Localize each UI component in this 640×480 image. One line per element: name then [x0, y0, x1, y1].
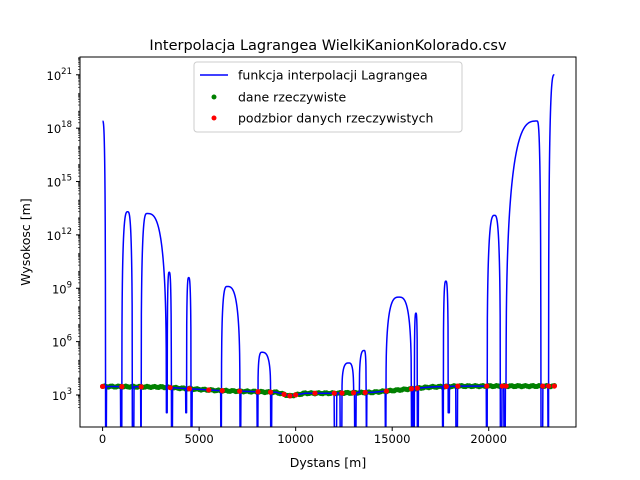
- podzbior-point: [287, 393, 293, 399]
- podzbior-point: [267, 389, 274, 395]
- podzbior-point: [119, 384, 125, 390]
- y-axis: 103 106 109 1012 1015 1018 1021: [47, 57, 80, 408]
- series-lagrange-line: [102, 74, 555, 427]
- y-tick-label: 109: [52, 280, 72, 296]
- podzbior-point: [167, 384, 173, 391]
- podzbior-point: [540, 383, 546, 389]
- podzbior-point: [362, 389, 368, 396]
- podzbior-point: [443, 383, 449, 390]
- y-tick-label: 1015: [47, 174, 72, 190]
- podzbior-point: [455, 383, 461, 389]
- x-tick-label: 20000: [470, 432, 507, 446]
- x-axis: 0 5000 10000 15000 20000: [99, 427, 507, 446]
- podzbior-point: [219, 388, 225, 394]
- legend-label-lagrange: funkcja interpolacji Lagrangea: [238, 68, 428, 83]
- x-tick-label: 10000: [277, 432, 314, 446]
- y-tick-label: 1012: [47, 227, 72, 243]
- podzbior-point: [484, 383, 490, 389]
- series-podzbior: [99, 383, 557, 399]
- podzbior-point: [350, 390, 357, 396]
- podzbior-point: [312, 390, 318, 396]
- podzbior-point: [414, 385, 420, 391]
- podzbior-point: [186, 386, 193, 392]
- y-tick-label: 1018: [47, 120, 72, 136]
- podzbior-point: [545, 383, 552, 389]
- podzbior-point: [331, 390, 337, 396]
- podzbior-point: [339, 390, 345, 396]
- podzbior-point: [293, 392, 299, 398]
- legend-label-podzbior: podzbior danych rzeczywistych: [238, 111, 433, 126]
- podzbior-point: [499, 383, 505, 389]
- y-axis-label: Wysokosc [m]: [18, 198, 33, 285]
- plot-area: [99, 74, 557, 427]
- legend-marker-podzbior: [211, 115, 217, 121]
- y-tick-label: 103: [52, 387, 72, 403]
- podzbior-point: [138, 384, 144, 390]
- podzbior-point: [237, 388, 243, 394]
- legend: funkcja interpolacji Lagrangea dane rzec…: [193, 61, 463, 133]
- x-tick-label: 5000: [184, 432, 213, 446]
- podzbior-point: [383, 388, 389, 394]
- y-tick-label: 106: [52, 334, 72, 350]
- podzbior-point: [255, 389, 261, 395]
- podzbior-point: [503, 383, 509, 389]
- legend-box: [193, 61, 463, 133]
- podzbior-point: [551, 383, 557, 389]
- chart-title: Interpolacja Lagrangea WielkiKanionKolor…: [149, 38, 507, 54]
- podzbior-point: [281, 391, 287, 397]
- podzbior-point: [206, 387, 212, 393]
- podzbior-point: [408, 386, 415, 392]
- legend-label-dane: dane rzeczywiste: [238, 90, 347, 105]
- x-tick-label: 0: [99, 432, 106, 446]
- x-tick-label: 15000: [374, 432, 411, 446]
- x-axis-label: Dystans [m]: [290, 455, 366, 470]
- podzbior-point: [99, 383, 106, 390]
- legend-marker-dane: [211, 94, 217, 100]
- y-tick-label: 1021: [47, 67, 72, 83]
